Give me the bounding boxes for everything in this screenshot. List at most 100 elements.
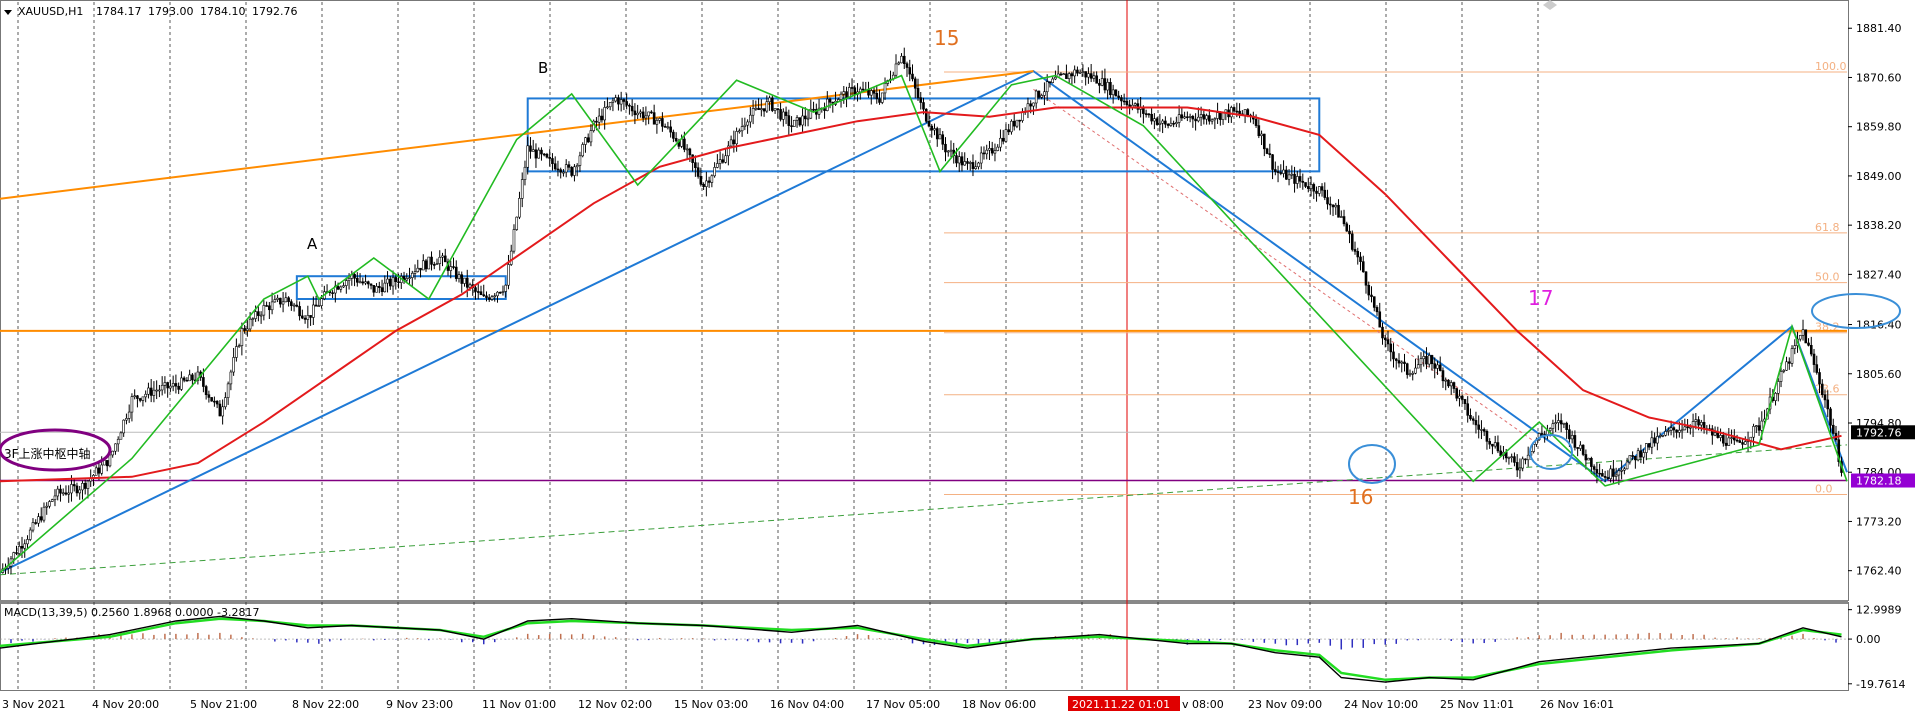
candle-body [1614, 474, 1618, 477]
candle-body [812, 108, 815, 111]
candle-body [64, 492, 68, 495]
candle-body [1584, 454, 1588, 461]
candle-body [1194, 118, 1197, 122]
candle-body [496, 291, 499, 297]
candle-body [317, 305, 321, 307]
candle-body [908, 67, 912, 75]
candle-body [534, 149, 538, 159]
candle-body [292, 304, 296, 307]
dropdown-triangle-icon[interactable] [4, 10, 12, 15]
candle-body [1232, 107, 1236, 112]
candle-body [1458, 395, 1461, 399]
candle-body [718, 159, 722, 164]
candle-body [1397, 360, 1401, 364]
candle-body [617, 97, 620, 105]
candle-body [1188, 116, 1192, 118]
candle-body [1001, 137, 1005, 142]
candle-body [608, 102, 612, 108]
candle-body [1114, 89, 1118, 97]
candle-body [729, 139, 733, 147]
candle-body [1221, 112, 1225, 120]
candle-body [1774, 393, 1777, 401]
candle-body [1007, 129, 1011, 133]
candle-body [1540, 433, 1544, 435]
candle-body [1776, 381, 1780, 394]
candle-body [1361, 261, 1365, 273]
candle-body [933, 128, 936, 131]
fibonacci-levels: 100.061.850.038.223.60.0 [944, 60, 1847, 496]
cursor-time-badge [1068, 696, 1180, 711]
time-label: 9 Nov 23:00 [386, 698, 453, 711]
candle-body [938, 134, 942, 140]
candle-body [790, 125, 793, 127]
candle-body [702, 183, 705, 187]
candle-body [364, 281, 367, 284]
candle-body [133, 395, 136, 398]
candle-body [946, 150, 950, 153]
candle-body [1650, 437, 1654, 448]
candle-body [1260, 133, 1263, 137]
shift-marker-icon[interactable] [1543, 0, 1557, 10]
price-tick-label: 1773.20 [1856, 515, 1902, 528]
candle-body [1581, 444, 1585, 455]
zigzag-line [0, 74, 1848, 574]
candle-body [1724, 442, 1728, 446]
candle-body [421, 260, 425, 271]
candle-body [1045, 81, 1049, 93]
candle-body [268, 305, 271, 311]
candle-body [108, 454, 112, 467]
candle-body [240, 328, 244, 346]
candle-body [762, 108, 766, 112]
candle-body [787, 115, 791, 126]
moving-average [0, 106, 1842, 483]
candle-body [757, 107, 760, 111]
candle-body [97, 467, 101, 474]
candle-body [842, 91, 846, 95]
candle-body [1675, 429, 1678, 433]
candle-body [427, 256, 431, 270]
candle-body [1493, 442, 1497, 447]
candle-body [490, 296, 494, 300]
candle-body [182, 377, 186, 381]
candle-body [1342, 216, 1346, 225]
candle-body [878, 98, 881, 103]
candle-body [581, 144, 584, 157]
candle-body [520, 179, 524, 199]
panel-divider[interactable] [0, 600, 1848, 604]
candle-body [463, 277, 466, 284]
candle-body [1760, 420, 1764, 431]
candle-body [512, 229, 516, 252]
candle-body [270, 301, 274, 311]
candle-body [685, 148, 689, 151]
candle-body [237, 345, 241, 347]
candle-body [1436, 364, 1439, 369]
candle-body [1216, 112, 1219, 119]
candle-body [721, 159, 725, 163]
current-price-badge [1851, 425, 1915, 440]
candle-body [1686, 426, 1689, 429]
candle-body [215, 400, 219, 405]
candle-body [1419, 358, 1423, 366]
time-label: 11 Nov 01:00 [482, 698, 556, 711]
candle-body [1040, 95, 1043, 98]
candle-body [754, 107, 758, 110]
candle-body [663, 126, 667, 128]
time-axis[interactable]: 3 Nov 2021 4 Nov 20:00 5 Nov 21:00 8 Nov 22… [2, 696, 1614, 711]
candle-body [1353, 249, 1357, 252]
candle-body [1219, 112, 1222, 120]
candle-body [647, 111, 650, 117]
candle-body [924, 108, 928, 122]
candle-body [696, 167, 700, 177]
candle-body [732, 139, 736, 145]
candle-body [949, 149, 953, 152]
candle-body [578, 155, 582, 166]
price-tick-label: 1870.60 [1856, 71, 1902, 84]
candle-body [1551, 423, 1555, 429]
candle-body [1482, 429, 1486, 432]
candle-body [1166, 123, 1170, 126]
candle-body [67, 492, 71, 495]
candle-body [1153, 118, 1156, 122]
candle-body [232, 357, 235, 373]
